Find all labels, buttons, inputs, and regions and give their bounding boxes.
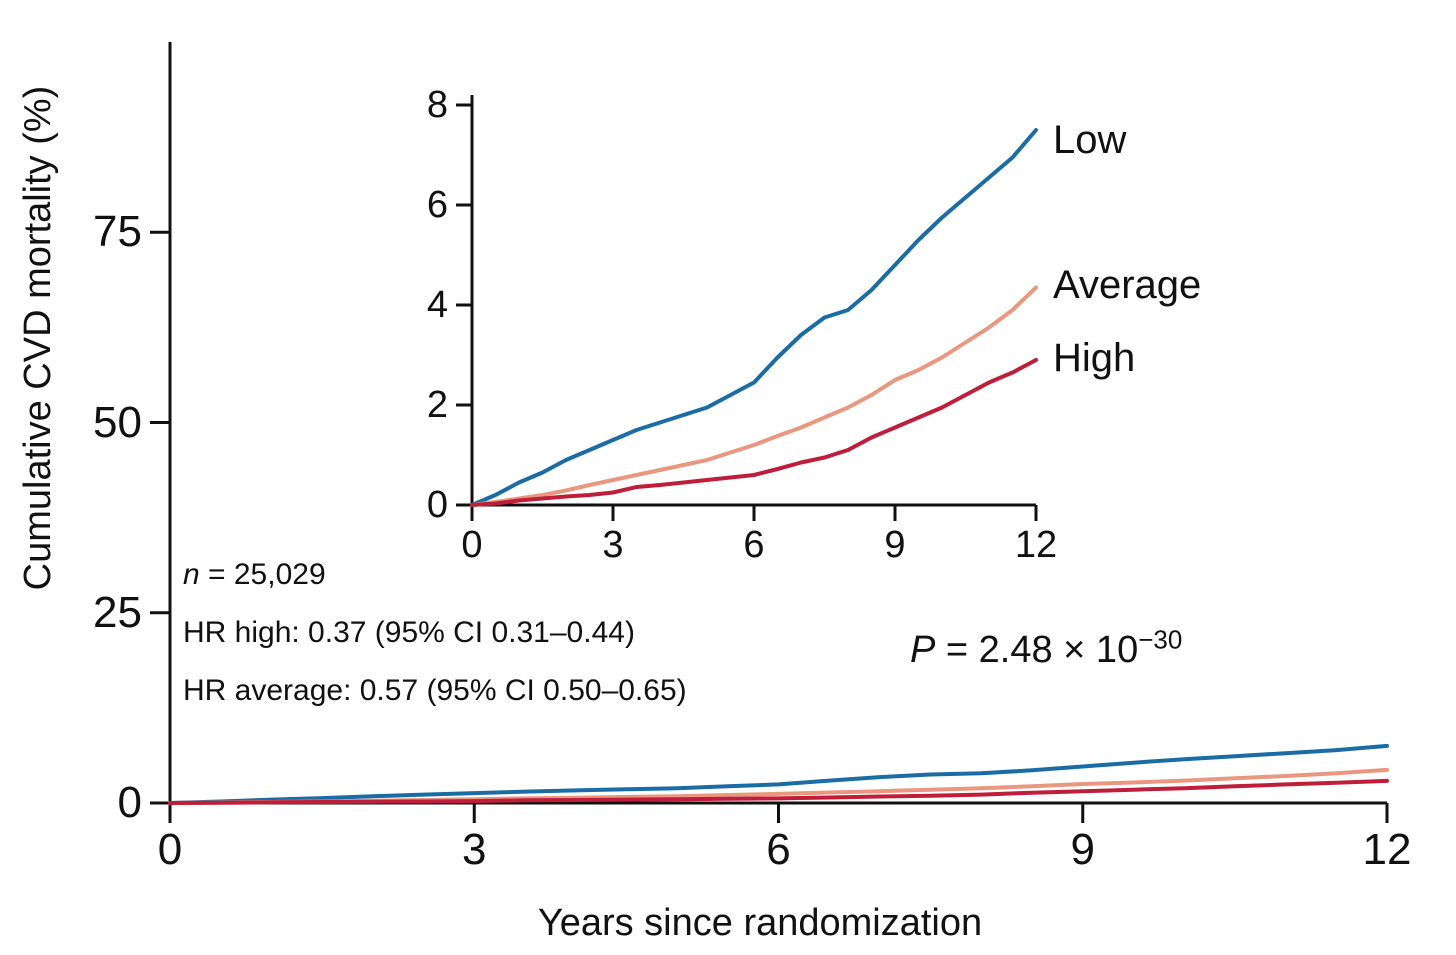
main-series-line-high — [168, 778, 1389, 805]
inset-y-tick-label: 8 — [426, 84, 448, 126]
p-symbol: P — [910, 629, 936, 671]
inset-series-line-average — [470, 285, 1038, 507]
inset-x-tick-label: 3 — [602, 524, 624, 566]
inset-x-tick-label: 9 — [884, 524, 906, 566]
n-symbol: n — [183, 558, 200, 591]
p-exponent: −30 — [1138, 624, 1183, 655]
inset-y-tick-label: 2 — [426, 384, 448, 426]
main-x-tick-label: 9 — [1070, 825, 1095, 874]
hr-high-annotation: HR high: 0.37 (95% CI 0.31–0.44) — [183, 616, 635, 649]
hr-average-annotation: HR average: 0.57 (95% CI 0.50–0.65) — [183, 674, 687, 707]
main-x-tick-label: 6 — [766, 825, 791, 874]
main-y-tick-label: 25 — [93, 587, 142, 637]
sample-size-annotation: n = 25,029 — [183, 556, 326, 594]
x-axis-title: Years since randomization — [537, 902, 983, 944]
n-value: = 25,029 — [199, 558, 326, 591]
main-x-tick-label: 12 — [1362, 825, 1412, 874]
y-axis-title: Cumulative CVD mortality (%) — [17, 85, 59, 591]
curve-label-high: High — [1053, 336, 1136, 380]
inset-series — [470, 128, 1038, 507]
main-y-tick-label: 75 — [93, 207, 142, 257]
inset-y-tick-label: 4 — [426, 284, 448, 326]
p-body: = 2.48 × 10 — [935, 629, 1139, 671]
inset-x-tick-label: 6 — [743, 524, 765, 566]
main-x-tick-label: 3 — [462, 825, 487, 874]
p-value-annotation: P = 2.48 × 10−30 — [910, 625, 1182, 675]
curve-label-average: Average — [1053, 263, 1202, 307]
main-y-tick-label: 50 — [93, 397, 142, 447]
main-y-tick-label: 0 — [117, 778, 142, 827]
curve-label-low: Low — [1053, 118, 1127, 162]
main-x-tick-label: 0 — [157, 825, 183, 874]
inset-axes — [456, 95, 1038, 521]
inset-y-tick-label: 0 — [426, 484, 448, 526]
inset-series-line-high — [470, 358, 1038, 507]
inset-series-line-low — [470, 128, 1038, 507]
main-series-line-low — [168, 743, 1389, 805]
inset-x-tick-label: 0 — [461, 524, 483, 566]
inset-y-tick-label: 6 — [426, 184, 448, 226]
inset-x-tick-label: 12 — [1014, 524, 1058, 566]
main-series — [168, 743, 1389, 805]
